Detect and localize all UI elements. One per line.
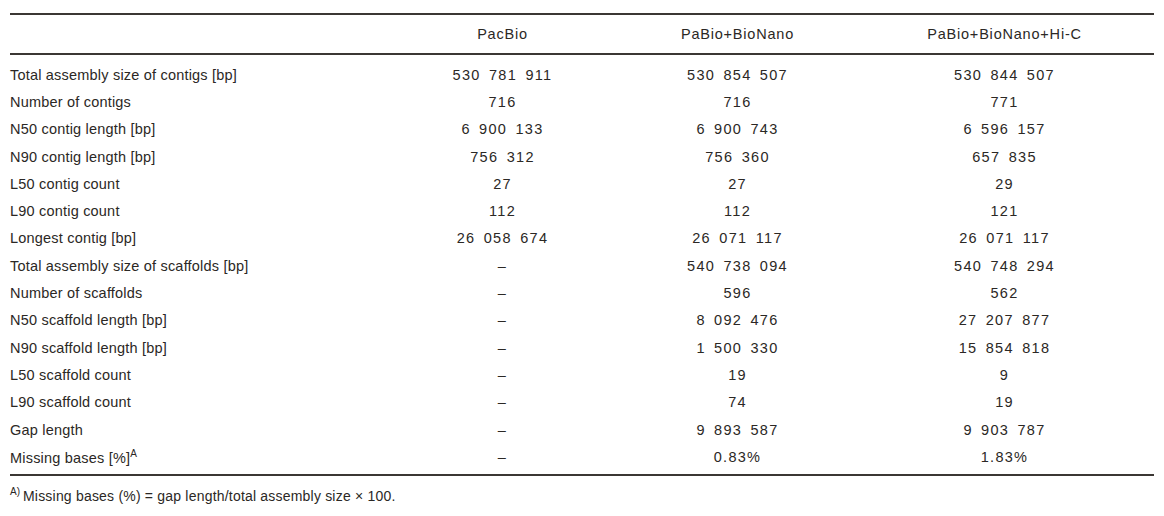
cell-value: 771: [855, 88, 1154, 115]
row-label: N50 contig length [bp]: [10, 116, 385, 143]
column-header: PaBio+BioNano+Hi-C: [855, 14, 1154, 54]
cell-value: 540 738 094: [620, 252, 855, 279]
table-footnote: A)Missing bases (%) = gap length/total a…: [10, 486, 1154, 504]
cell-value: 19: [855, 389, 1154, 416]
row-label: Number of contigs: [10, 88, 385, 115]
cell-value: 27 207 877: [855, 307, 1154, 334]
cell-value: 26 071 117: [855, 225, 1154, 252]
cell-value: 1.83%: [855, 443, 1154, 475]
cell-value: –: [385, 443, 620, 475]
footnote-text: Missing bases (%) = gap length/total ass…: [23, 488, 395, 504]
cell-value: 6 900 133: [385, 116, 620, 143]
table-row: N50 contig length [bp]6 900 1336 900 743…: [10, 116, 1154, 143]
row-label: Total assembly size of scaffolds [bp]: [10, 252, 385, 279]
cell-value: –: [385, 361, 620, 388]
cell-value: 121: [855, 197, 1154, 224]
table-row: N90 contig length [bp]756 312756 360657 …: [10, 143, 1154, 170]
cell-value: 27: [385, 170, 620, 197]
column-header: PacBio: [385, 14, 620, 54]
cell-value: –: [385, 307, 620, 334]
row-label: Total assembly size of contigs [bp]: [10, 54, 385, 88]
column-header-empty: [10, 14, 385, 54]
cell-value: 9: [855, 361, 1154, 388]
cell-value: 716: [620, 88, 855, 115]
cell-value: 530 781 911: [385, 54, 620, 88]
row-label: Longest contig [bp]: [10, 225, 385, 252]
footnote-marker-ref: A: [130, 448, 137, 459]
table-row: Number of scaffolds–596562: [10, 279, 1154, 306]
cell-value: –: [385, 334, 620, 361]
cell-value: 716: [385, 88, 620, 115]
cell-value: 530 844 507: [855, 54, 1154, 88]
table-row: L50 contig count272729: [10, 170, 1154, 197]
row-label: Missing bases [%]A: [10, 443, 385, 475]
row-label: N50 scaffold length [bp]: [10, 307, 385, 334]
cell-value: 0.83%: [620, 443, 855, 475]
row-label: L90 contig count: [10, 197, 385, 224]
cell-value: 15 854 818: [855, 334, 1154, 361]
cell-value: 657 835: [855, 143, 1154, 170]
cell-value: 596: [620, 279, 855, 306]
cell-value: –: [385, 389, 620, 416]
cell-value: 1 500 330: [620, 334, 855, 361]
cell-value: 27: [620, 170, 855, 197]
table-row: N90 scaffold length [bp]–1 500 33015 854…: [10, 334, 1154, 361]
cell-value: –: [385, 279, 620, 306]
table-row: L50 scaffold count–199: [10, 361, 1154, 388]
cell-value: 26 071 117: [620, 225, 855, 252]
row-label: N90 scaffold length [bp]: [10, 334, 385, 361]
assembly-table-head: PacBioPaBio+BioNanoPaBio+BioNano+Hi-C: [10, 14, 1154, 54]
footnote-marker: A): [10, 486, 20, 497]
table-row: Missing bases [%]A–0.83%1.83%: [10, 443, 1154, 475]
cell-value: 530 854 507: [620, 54, 855, 88]
assembly-table-body: Total assembly size of contigs [bp]530 7…: [10, 54, 1154, 475]
column-header: PaBio+BioNano: [620, 14, 855, 54]
cell-value: 112: [385, 197, 620, 224]
cell-value: –: [385, 252, 620, 279]
table-row: Gap length–9 893 5879 903 787: [10, 416, 1154, 443]
cell-value: 8 092 476: [620, 307, 855, 334]
table-row: Number of contigs716716771: [10, 88, 1154, 115]
row-label: L90 scaffold count: [10, 389, 385, 416]
header-row: PacBioPaBio+BioNanoPaBio+BioNano+Hi-C: [10, 14, 1154, 54]
cell-value: 6 596 157: [855, 116, 1154, 143]
cell-value: 9 903 787: [855, 416, 1154, 443]
table-row: L90 scaffold count–7419: [10, 389, 1154, 416]
table-row: Total assembly size of contigs [bp]530 7…: [10, 54, 1154, 88]
table-row: L90 contig count112112121: [10, 197, 1154, 224]
assembly-table: PacBioPaBio+BioNanoPaBio+BioNano+Hi-C To…: [10, 13, 1154, 476]
row-label: Gap length: [10, 416, 385, 443]
row-label: N90 contig length [bp]: [10, 143, 385, 170]
cell-value: 112: [620, 197, 855, 224]
row-label: Number of scaffolds: [10, 279, 385, 306]
cell-value: 26 058 674: [385, 225, 620, 252]
assembly-statistics-table-wrap: PacBioPaBio+BioNanoPaBio+BioNano+Hi-C To…: [10, 13, 1154, 476]
table-row: Total assembly size of scaffolds [bp]–54…: [10, 252, 1154, 279]
row-label: L50 scaffold count: [10, 361, 385, 388]
row-label: L50 contig count: [10, 170, 385, 197]
cell-value: 9 893 587: [620, 416, 855, 443]
table-row: Longest contig [bp]26 058 67426 071 1172…: [10, 225, 1154, 252]
table-row: N50 scaffold length [bp]–8 092 47627 207…: [10, 307, 1154, 334]
cell-value: 19: [620, 361, 855, 388]
cell-value: 6 900 743: [620, 116, 855, 143]
cell-value: 756 312: [385, 143, 620, 170]
cell-value: 540 748 294: [855, 252, 1154, 279]
cell-value: 74: [620, 389, 855, 416]
cell-value: 756 360: [620, 143, 855, 170]
cell-value: –: [385, 416, 620, 443]
cell-value: 29: [855, 170, 1154, 197]
cell-value: 562: [855, 279, 1154, 306]
